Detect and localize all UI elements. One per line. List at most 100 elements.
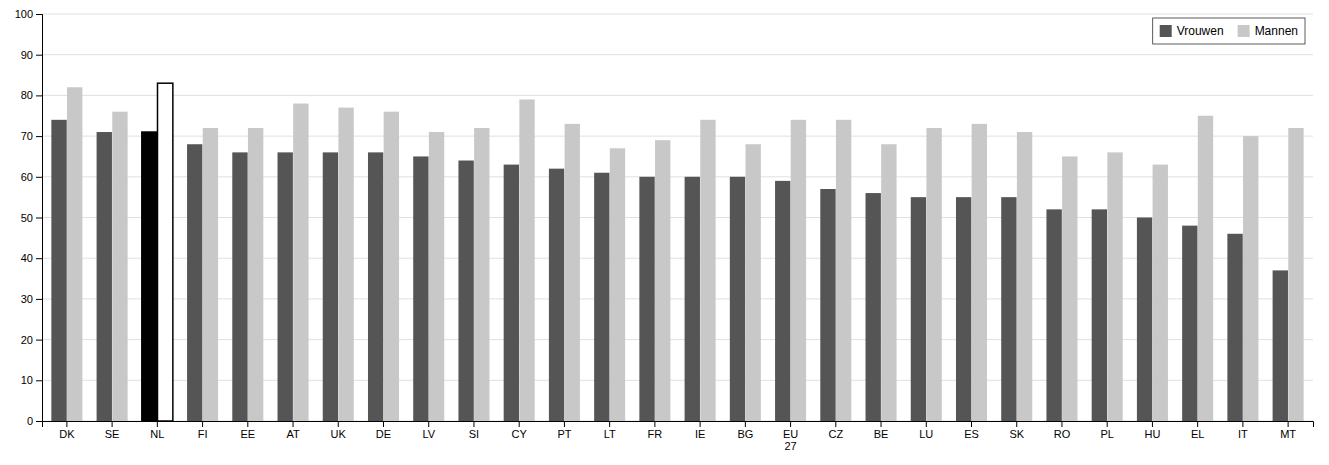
x-tick-label: LT: [604, 428, 616, 440]
x-tick: LV: [422, 421, 435, 440]
bar: [1273, 270, 1288, 421]
x-tick-mark: [609, 421, 610, 427]
x-tick-mark: [473, 421, 474, 427]
bar: [881, 144, 896, 421]
x-tick-mark: [1197, 421, 1198, 427]
y-tick-label: 20: [21, 334, 33, 346]
bar: [700, 120, 715, 421]
bar: [323, 152, 338, 421]
x-tick: ES: [964, 421, 979, 440]
y-axis: 0102030405060708090100: [15, 8, 43, 427]
x-tick-label: LU: [919, 428, 933, 440]
y-tick-mark: [36, 421, 42, 422]
bar: [458, 161, 473, 421]
y-tick: 50: [21, 212, 42, 224]
y-tick-label: 40: [21, 252, 33, 264]
x-tick-mark: [1061, 421, 1062, 427]
x-tick-mark: [926, 421, 927, 427]
bar: [610, 148, 625, 421]
x-tick-label: MT: [1280, 428, 1296, 440]
x-tick-mark: [293, 421, 294, 427]
x-tick: EL: [1191, 421, 1204, 440]
bar: [1017, 132, 1032, 421]
x-tick-mark: [383, 421, 384, 427]
y-tick-mark: [36, 136, 42, 137]
y-tick-label: 10: [21, 374, 33, 386]
bar: [338, 108, 353, 421]
bar: [820, 189, 835, 421]
bar: [1288, 128, 1303, 421]
bar: [1227, 234, 1242, 421]
x-tick-label: PL: [1100, 428, 1113, 440]
bar: [685, 177, 700, 421]
x-tick-label: CZ: [828, 428, 843, 440]
y-tick-label: 60: [21, 171, 33, 183]
bar: [232, 152, 247, 421]
bar: [1107, 152, 1122, 421]
x-tick: EE: [240, 421, 255, 440]
bar: [791, 120, 806, 421]
x-tick-mark: [338, 421, 339, 427]
y-tick-label: 90: [21, 49, 33, 61]
bar: [1092, 209, 1107, 421]
x-tick-label: EU27: [783, 428, 798, 452]
bar: [293, 104, 308, 421]
y-tick: 100: [15, 8, 42, 20]
bar: [1046, 209, 1061, 421]
y-tick: 30: [21, 293, 42, 305]
grid-line: [42, 54, 1313, 55]
x-tick-mark: [247, 421, 248, 427]
x-tick-mark: [428, 421, 429, 427]
x-tick: IT: [1238, 421, 1248, 440]
x-tick-label: DK: [59, 428, 75, 440]
x-tick-label: BE: [874, 428, 889, 440]
x-tick-mark: [1107, 421, 1108, 427]
y-tick: 90: [21, 49, 42, 61]
y-tick: 10: [21, 374, 42, 386]
bar: [203, 128, 218, 421]
y-tick-mark: [36, 340, 42, 341]
x-tick: LU: [919, 421, 933, 440]
bar: [97, 132, 112, 421]
bar: [730, 177, 745, 421]
legend-label: Vrouwen: [1177, 24, 1224, 38]
x-tick-mark: [745, 421, 746, 427]
x-tick: HU: [1144, 421, 1160, 440]
x-tick-label: IE: [695, 428, 705, 440]
bar: [142, 132, 157, 421]
bar: [565, 124, 580, 421]
x-axis-line: [43, 422, 1314, 428]
x-tick-label: ES: [964, 428, 979, 440]
legend: VrouwenMannen: [1153, 18, 1305, 44]
x-tick-mark: [1288, 421, 1289, 427]
x-tick-mark: [1242, 421, 1243, 427]
x-tick-label: SE: [105, 428, 120, 440]
bar: [504, 165, 519, 421]
plot: DKSENLFIEEATUKDELVSICYPTLTFRIEBGEU27CZBE…: [15, 8, 1314, 452]
legend-frame: [1153, 18, 1305, 44]
x-tick-label: AT: [286, 428, 300, 440]
x-tick-mark: [790, 421, 791, 427]
x-tick-label: SI: [469, 428, 479, 440]
y-tick-mark: [36, 177, 42, 178]
bar: [112, 112, 127, 421]
bar: [474, 128, 489, 421]
x-tick-label: FR: [648, 428, 663, 440]
x-tick: SE: [105, 421, 120, 440]
x-tick-mark: [654, 421, 655, 427]
y-tick-label: 0: [27, 415, 33, 427]
bar: [1198, 116, 1213, 421]
y-tick-label: 70: [21, 130, 33, 142]
y-tick-mark: [36, 14, 42, 15]
x-tick: IE: [695, 421, 705, 440]
x-tick-label: FI: [198, 428, 208, 440]
x-tick-mark: [519, 421, 520, 427]
bar: [1243, 136, 1258, 421]
bar: [1001, 197, 1016, 421]
y-tick-mark: [36, 218, 42, 219]
bar: [956, 197, 971, 421]
x-tick: SI: [469, 421, 479, 440]
bar: [1137, 218, 1152, 422]
x-tick: MT: [1280, 421, 1296, 440]
y-tick-mark: [36, 299, 42, 300]
